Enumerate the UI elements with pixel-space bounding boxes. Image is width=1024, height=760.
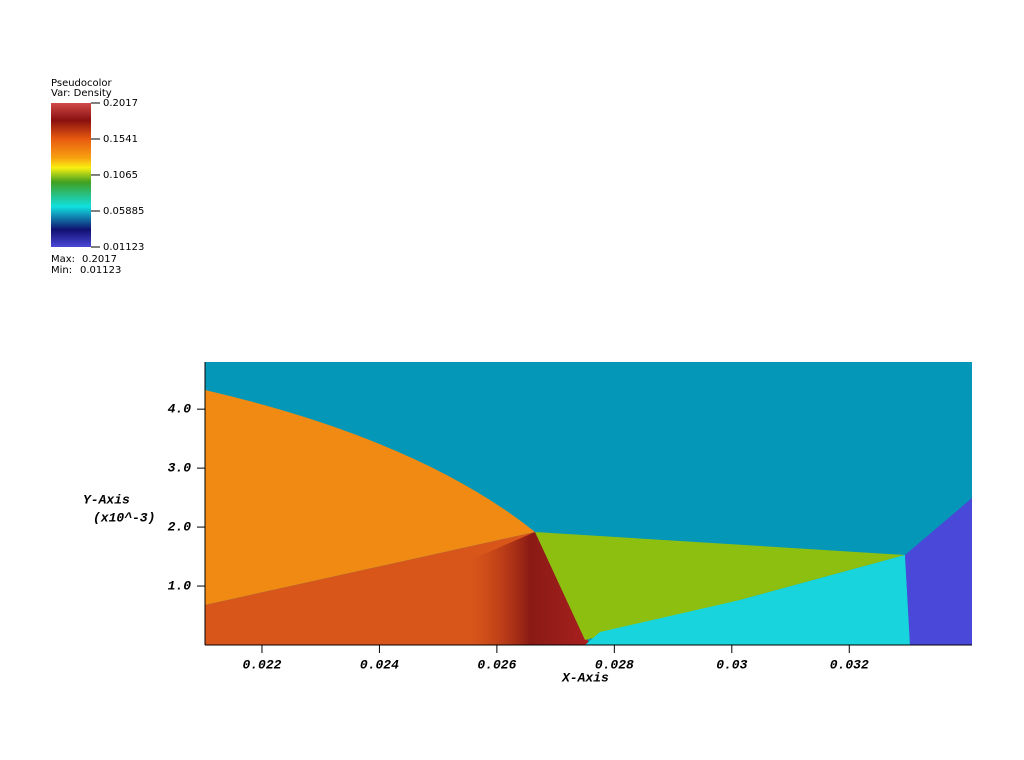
x-tick-label: 0.03	[716, 657, 747, 672]
y-tick-label: 3.0	[168, 461, 192, 476]
x-tick-label: 0.026	[477, 657, 516, 672]
region	[905, 498, 972, 645]
legend-title: Pseudocolor	[51, 78, 113, 89]
x-tick-label: 0.028	[595, 657, 634, 672]
y-axis-label: Y-Axis	[83, 492, 130, 507]
min-value: 0.01123	[80, 265, 121, 276]
y-tick-label: 1.0	[168, 578, 192, 593]
y-axis-scale: (x10^-3)	[93, 510, 155, 525]
colorbar	[51, 103, 91, 247]
y-tick-label: 2.0	[168, 520, 192, 535]
x-tick-label: 0.022	[242, 657, 281, 672]
max-value: 0.2017	[82, 254, 117, 265]
region	[205, 390, 535, 605]
colorbar-tick-label: 0.2017	[103, 98, 138, 109]
density-field	[205, 362, 972, 645]
x-tick-label: 0.024	[360, 657, 399, 672]
x-axis-label: X-Axis	[561, 670, 609, 685]
colorbar-tick-label: 0.1541	[103, 134, 138, 145]
y-tick-label: 4.0	[168, 402, 192, 417]
region	[470, 532, 590, 645]
min-label: Min:	[51, 265, 72, 276]
legend-variable: Var: Density	[51, 88, 112, 99]
region	[585, 555, 910, 645]
x-tick-label: 0.032	[830, 657, 869, 672]
colorbar-tick-label: 0.1065	[103, 170, 138, 181]
region	[535, 532, 905, 640]
max-label: Max:	[51, 254, 75, 265]
colorbar-tick-label: 0.01123	[103, 242, 144, 253]
colorbar-tick-label: 0.05885	[103, 206, 144, 217]
